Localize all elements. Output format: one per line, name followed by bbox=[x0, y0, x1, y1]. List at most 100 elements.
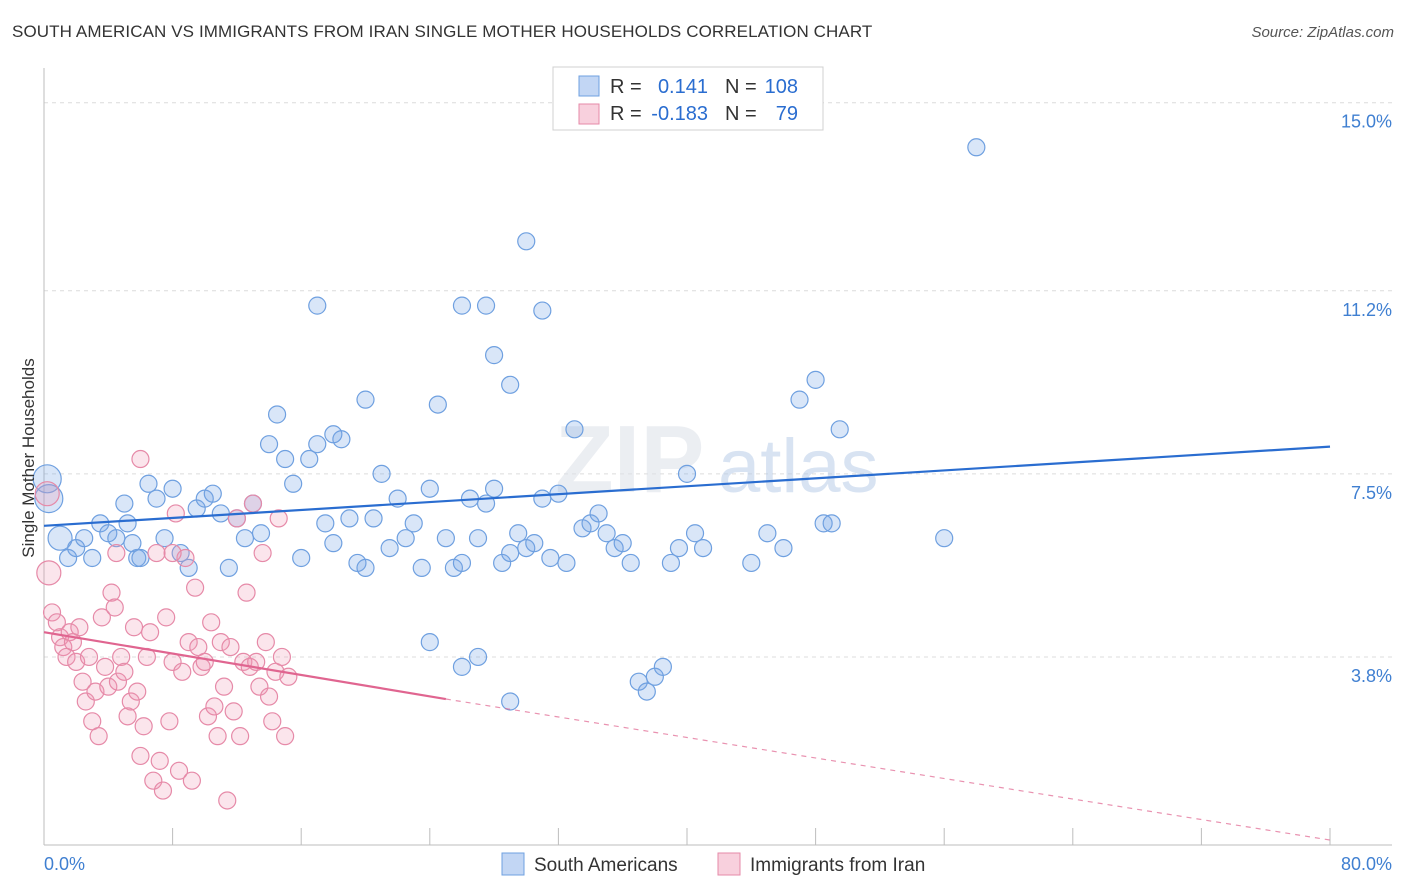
point-1-67 bbox=[253, 543, 272, 563]
point-1-51 bbox=[202, 613, 221, 632]
point-1-3 bbox=[47, 613, 66, 632]
bottom-legend-swatch-south-americans bbox=[501, 852, 525, 876]
point-0-35 bbox=[300, 449, 319, 469]
point-0-54 bbox=[452, 553, 472, 573]
point-1-28 bbox=[128, 682, 147, 701]
point-1-19 bbox=[99, 677, 118, 696]
point-1-34 bbox=[147, 543, 166, 563]
point-0-92 bbox=[830, 420, 849, 439]
point-0-27 bbox=[235, 529, 255, 548]
point-0-91 bbox=[822, 514, 841, 533]
point-1-76 bbox=[131, 449, 150, 469]
point-0-79 bbox=[653, 657, 672, 676]
point-0-102 bbox=[324, 425, 343, 444]
legend-r-label-1: R = bbox=[610, 76, 642, 98]
bottom-legend-label-south-americans: South Americans bbox=[534, 855, 678, 876]
point-1-44 bbox=[179, 633, 198, 652]
point-1-1 bbox=[36, 560, 62, 586]
point-1-24 bbox=[115, 662, 134, 681]
point-1-26 bbox=[121, 692, 140, 711]
point-1-35 bbox=[150, 751, 169, 770]
point-0-23 bbox=[203, 484, 222, 503]
point-1-78 bbox=[163, 543, 182, 563]
point-0-37 bbox=[316, 514, 335, 533]
point-0-99 bbox=[501, 375, 520, 394]
point-1-42 bbox=[173, 662, 192, 681]
point-0-58 bbox=[485, 479, 504, 498]
trend-line-iran bbox=[43, 631, 447, 701]
bottom-legend-swatch-iran bbox=[717, 852, 741, 876]
y-tick-labels: 3.8% 7.5% 11.2% 15.0% bbox=[1341, 112, 1392, 686]
point-0-34 bbox=[292, 548, 311, 568]
point-0-52 bbox=[436, 529, 455, 548]
point-1-69 bbox=[259, 687, 279, 706]
legend-r-label-2: R = bbox=[610, 103, 642, 125]
point-1-74 bbox=[276, 727, 295, 746]
point-0-6 bbox=[83, 548, 102, 568]
y-tick-label-0: 3.8% bbox=[1351, 666, 1392, 686]
point-1-38 bbox=[160, 712, 179, 731]
watermark-atlas: atlas bbox=[718, 424, 879, 509]
point-0-16 bbox=[147, 489, 166, 508]
point-0-105 bbox=[452, 657, 472, 676]
point-1-72 bbox=[269, 509, 288, 528]
series-immigrants-from-iran bbox=[34, 449, 298, 810]
axes bbox=[43, 68, 1392, 846]
point-1-59 bbox=[227, 509, 246, 528]
legend-n-value-1: 108 bbox=[765, 76, 798, 98]
point-1-55 bbox=[214, 677, 234, 696]
series-south-americans bbox=[32, 138, 986, 711]
point-0-44 bbox=[372, 464, 391, 483]
point-0-63 bbox=[525, 534, 544, 553]
point-0-84 bbox=[693, 538, 713, 558]
point-1-45 bbox=[182, 771, 201, 790]
x-tick-labels: 0.0% 80.0% bbox=[44, 854, 1392, 874]
y-tick-label-2: 11.2% bbox=[1342, 300, 1392, 320]
point-1-2 bbox=[42, 603, 62, 622]
gridlines bbox=[44, 102, 1392, 658]
point-1-40 bbox=[166, 504, 185, 523]
chart-source: Source: ZipAtlas.com bbox=[1251, 24, 1394, 41]
point-0-61 bbox=[509, 524, 528, 543]
point-0-60 bbox=[501, 543, 520, 563]
point-0-74 bbox=[613, 534, 632, 553]
point-1-16 bbox=[89, 727, 108, 746]
chart-title: SOUTH AMERICAN VS IMMIGRANTS FROM IRAN S… bbox=[12, 22, 873, 41]
x-tick-label-1: 80.0% bbox=[1341, 854, 1392, 874]
point-0-5 bbox=[75, 529, 94, 548]
legend-swatch-pink bbox=[578, 103, 600, 125]
point-0-65 bbox=[541, 548, 560, 568]
point-1-18 bbox=[95, 657, 115, 676]
point-0-47 bbox=[396, 529, 415, 548]
point-0-56 bbox=[468, 529, 488, 548]
point-0-107 bbox=[501, 692, 520, 711]
watermark-zip: ZIP bbox=[555, 406, 704, 513]
point-1-23 bbox=[112, 647, 131, 667]
point-0-15 bbox=[139, 474, 158, 493]
point-1-32 bbox=[140, 623, 160, 642]
point-0-49 bbox=[412, 558, 431, 577]
point-1-57 bbox=[221, 637, 240, 657]
point-0-68 bbox=[565, 420, 584, 439]
point-1-62 bbox=[237, 583, 256, 602]
point-0-40 bbox=[340, 509, 359, 528]
point-1-73 bbox=[272, 647, 292, 667]
x-tick-label-0: 0.0% bbox=[44, 854, 85, 874]
point-0-81 bbox=[669, 538, 689, 558]
point-0-25 bbox=[219, 558, 238, 577]
point-1-50 bbox=[198, 707, 218, 726]
point-1-11 bbox=[73, 672, 92, 691]
point-0-94 bbox=[967, 138, 986, 157]
point-0-29 bbox=[251, 524, 271, 543]
point-1-10 bbox=[70, 618, 89, 637]
point-0-50 bbox=[420, 479, 439, 498]
point-1-70 bbox=[263, 712, 282, 731]
point-0-18 bbox=[163, 479, 182, 498]
point-1-29 bbox=[131, 746, 150, 766]
point-0-20 bbox=[179, 558, 198, 577]
point-1-54 bbox=[211, 633, 230, 652]
point-0-32 bbox=[276, 449, 295, 469]
point-0-11 bbox=[118, 514, 137, 533]
point-1-37 bbox=[157, 608, 176, 627]
point-1-12 bbox=[76, 692, 95, 711]
